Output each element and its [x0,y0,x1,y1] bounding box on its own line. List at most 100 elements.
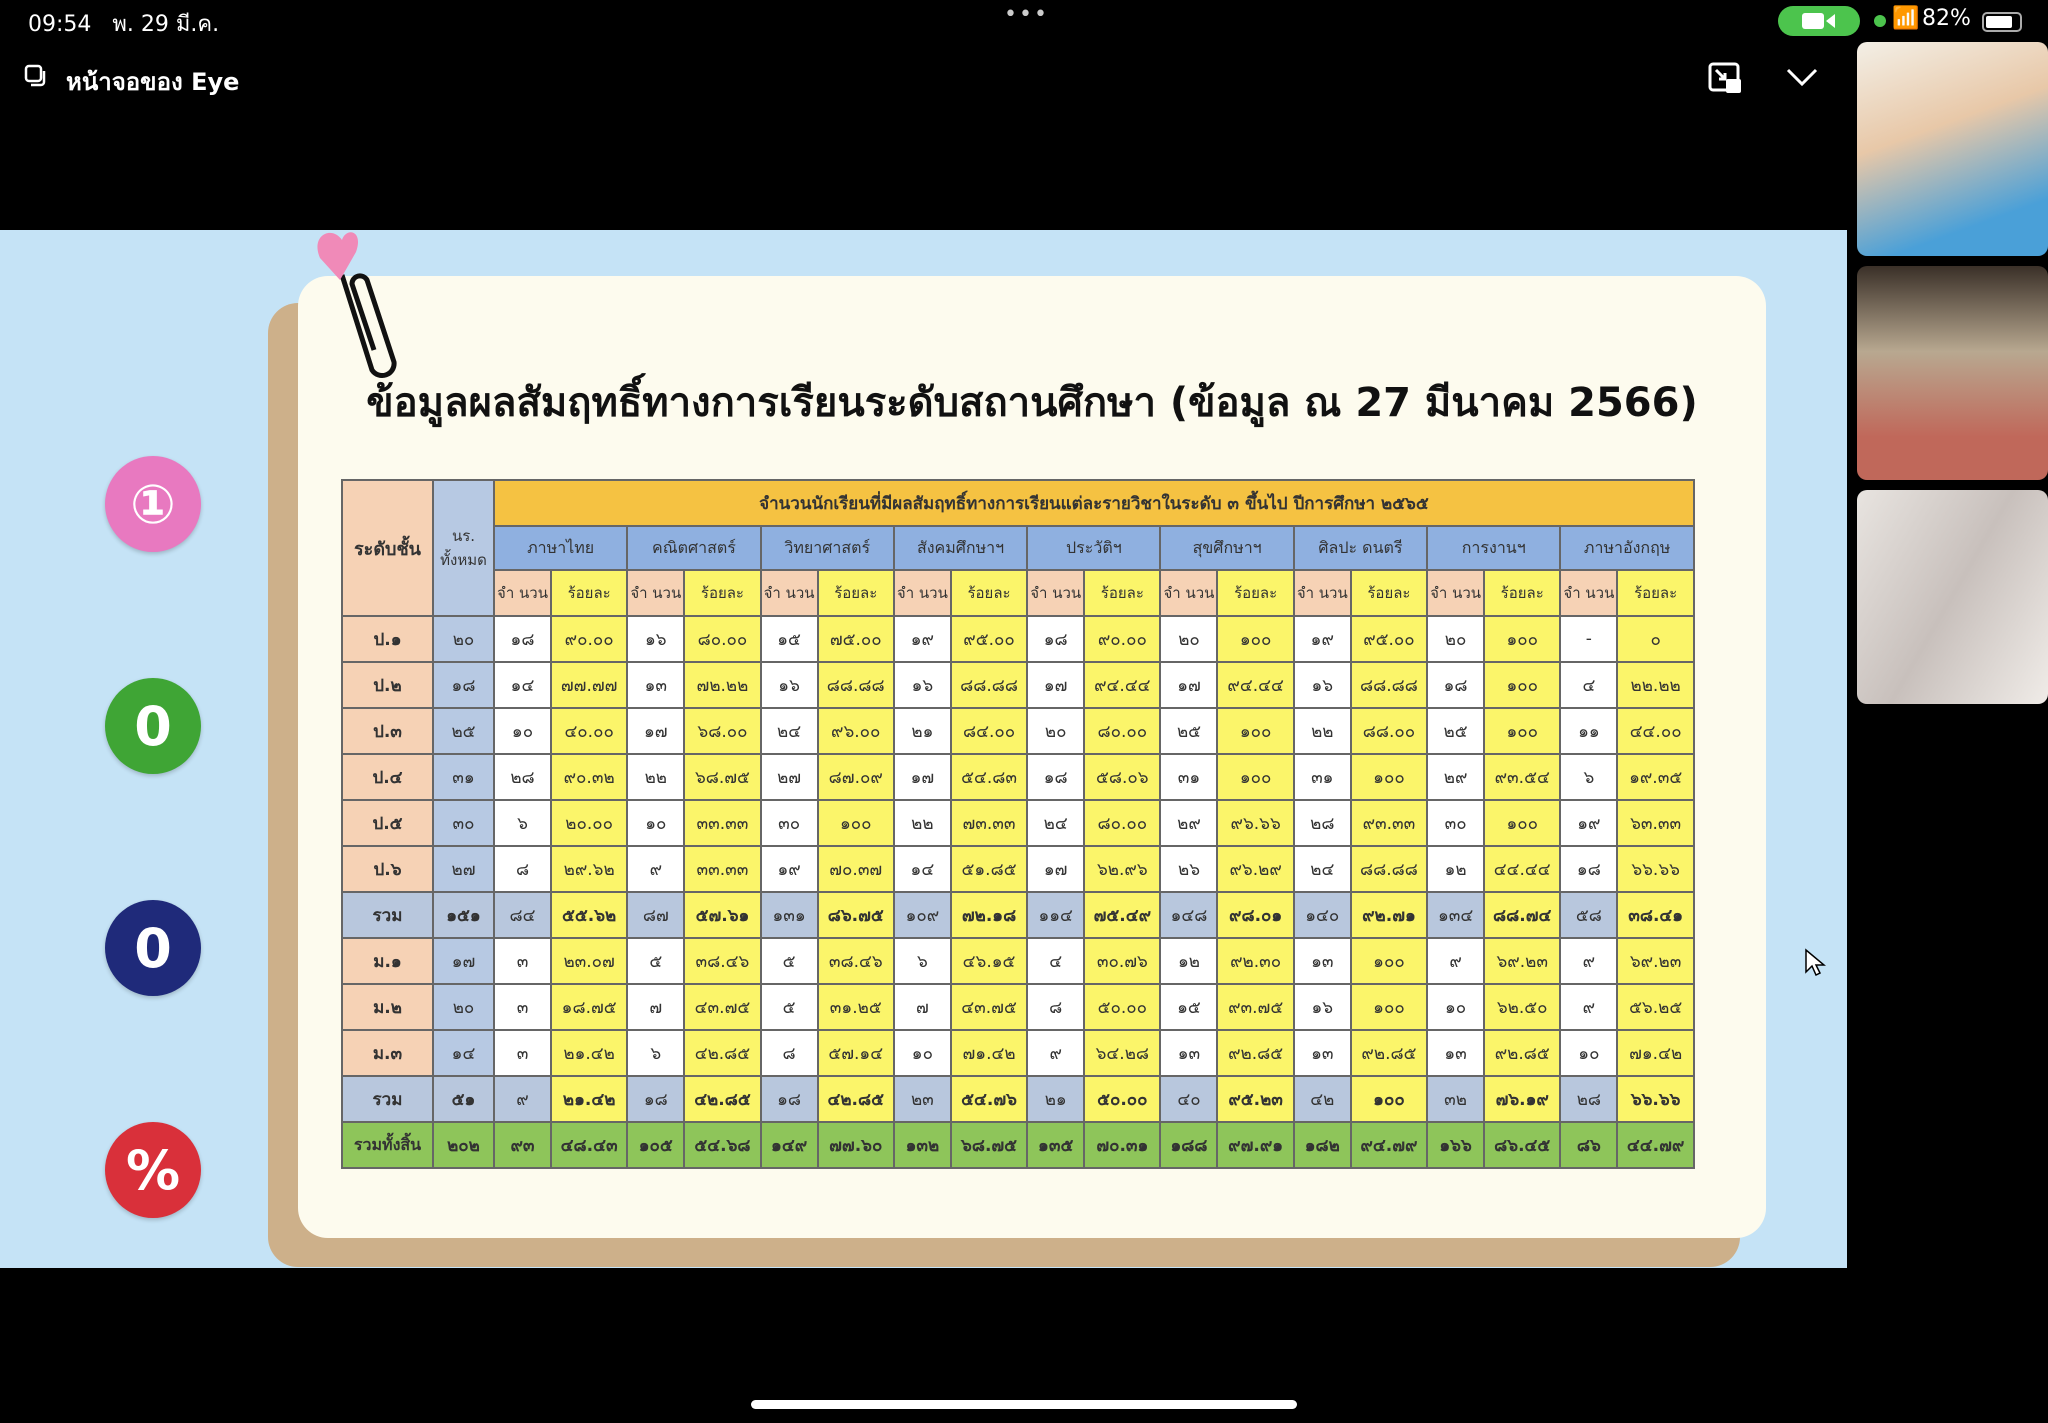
home-indicator[interactable] [751,1400,1297,1409]
header-percent: ร้อยละ [683,569,762,617]
cell-percent: ๖๓.๓๓ [1616,799,1695,847]
header-subject: สุขศึกษาฯ [1159,525,1295,571]
cell-count: ๒๙ [1426,753,1486,801]
cell-percent: ๗๑.๔๒ [1616,1029,1695,1077]
cell-count: ๒๐ [1026,707,1086,755]
cell-count: ๑๘๒ [1292,1121,1352,1169]
badge-zero-green: 0 [105,678,201,774]
cell-count: ๔๐ [1159,1075,1219,1123]
cell-count: ๘๗ [626,891,686,939]
cell-count: ๒๘ [493,753,552,801]
cell-percent: ๙๐.๓๒ [549,753,629,801]
cell-percent: ๙๓.๗๕ [1216,983,1295,1031]
table-row: ป.๕ ๓๐๖๒๐.๐๐ ๑๐ ๓๓.๓๓ ๓๐ ๑๐๐ ๒๒ ๗๓.๓๓ ๒๔ ๘๐.๐๐ ๒๙๙… [341,799,1695,847]
cell-percent: ๘๖.๗๕ [816,891,895,939]
cell-percent: ๙๕.๒๓ [1216,1075,1295,1123]
header-percent: ร้อยละ [1616,569,1695,617]
cell-percent: ๙๒.๓๐ [1216,937,1295,985]
badge-percent: % [105,1122,201,1218]
cell-percent: ๒๐.๐๐ [549,799,629,847]
table-row: รวม ๑๕๑ ๘๔ ๕๕.๖๒ ๘๗ ๕๗.๖๑ ๑๓๑ ๘๖.๗๕ ๑๐๙ ๗๒.๑๘ ๑๑๔๗… [341,891,1695,939]
participant-video-2[interactable] [1857,266,2048,480]
cell-percent: ๔๒.๘๕ [683,1029,762,1077]
cell-total: ๑๔ [432,1029,495,1077]
cell-percent: ๔๒.๘๕ [816,1075,895,1123]
cell-count: ๑๓ [1159,1029,1219,1077]
cell-percent: ๙๘.๐๑ [1216,891,1295,939]
chevron-down-icon[interactable] [1784,62,1820,92]
cell-count: ๕ [759,983,819,1031]
cell-count: ๘ [493,845,552,893]
cell-count: ๑๖ [1292,983,1352,1031]
cell-percent: ๔๔.๗๙ [1616,1121,1695,1169]
cell-percent: ๗๒.๑๘ [949,891,1029,939]
header-count: จำ นวน [1426,569,1486,617]
cell-percent: ๑๐๐ [1349,1075,1429,1123]
cell-count: ๑๔๘ [1159,891,1219,939]
cell-percent: ๒๒.๒๒ [1616,661,1695,709]
cell-count: ๓๐ [759,799,819,847]
cell-percent: ๔๔.๐๐ [1616,707,1695,755]
date: พ. 29 มี.ค. [112,12,220,37]
cell-count: ๓ [493,937,552,985]
cell-count: ๑๒ [1159,937,1219,985]
cell-percent: ๔๓.๗๕ [683,983,762,1031]
mic-indicator-dot [1874,15,1886,27]
cell-count: ๒๒ [626,753,686,801]
cell-count: ๑๗ [1026,661,1086,709]
cell-count: ๓๐ [1426,799,1486,847]
cell-percent: ๕๔.๖๘ [683,1121,762,1169]
cell-percent: ๖๒.๙๖ [1083,845,1162,893]
header-percent: ร้อยละ [1083,569,1162,617]
cell-percent: ๕๐.๐๐ [1083,983,1162,1031]
cell-count: ๑๓๒ [892,1121,952,1169]
cell-percent: ๔๘.๔๓ [549,1121,629,1169]
cell-percent: ๗๓.๓๓ [949,799,1029,847]
screen-share-icon [24,64,46,87]
cell-percent: ๔๔.๔๔ [1483,845,1562,893]
participant-video-1[interactable] [1857,42,2048,256]
header-subject: ศิลปะ ดนตรี [1292,525,1429,571]
row-label: ป.๑ [341,615,434,663]
cell-count: ๘๖ [1559,1121,1619,1169]
cell-percent: ๒๙.๖๒ [549,845,629,893]
row-label: ม.๓ [341,1029,434,1077]
cell-percent: ๕๑.๘๕ [949,845,1029,893]
share-title: หน้าจอของ Eye [66,68,240,96]
cell-percent: ๔๖.๑๕ [949,937,1029,985]
cell-percent: ๗๕.๔๙ [1083,891,1162,939]
cell-percent: ๙๔.๔๔ [1083,661,1162,709]
cell-count: ๑๐ [1559,1029,1619,1077]
cell-percent: ๓๘.๔๖ [683,937,762,985]
cell-count: ๓ [493,1029,552,1077]
cell-count: ๑๘๘ [1159,1121,1219,1169]
cell-percent: ๓๓.๓๓ [683,799,762,847]
multitasking-dots[interactable]: ••• [1004,2,1049,27]
cell-count: ๑๘ [493,615,552,663]
participant-video-3[interactable] [1857,490,2048,704]
cell-percent: ๘๘.๘๘ [816,661,895,709]
badge-label: ① [130,472,176,536]
cell-percent: ๘๘.๗๔ [1483,891,1562,939]
cell-percent: ๑๐๐ [1483,661,1562,709]
cell-count: ๑๐๙ [892,891,952,939]
table-row: ป.๓ ๒๕ ๑๐ ๔๐.๐๐ ๑๗ ๖๘.๐๐ ๒๔ ๙๖.๐๐ ๒๑ ๘๔.๐๐ ๒๐ ๘๐.๐๐… [341,707,1695,755]
status-time-date: 09:54 พ. 29 มี.ค. [28,6,219,41]
camera-in-use-pill[interactable] [1778,6,1860,36]
cell-count: ๒๕ [1159,707,1219,755]
cell-count: ๒๗ [759,753,819,801]
cell-count: ๒๒ [892,799,952,847]
cell-total: ๒๐ [432,615,495,663]
exit-fullscreen-icon[interactable] [1708,62,1742,94]
cell-percent: ๘๘.๘๘ [1349,661,1429,709]
mouse-cursor-icon [1805,948,1826,977]
header-subject: คณิตศาสตร์ [626,525,762,571]
cell-total: ๒๕ [432,707,495,755]
cell-percent: ๘๔.๐๐ [949,707,1029,755]
cell-count: ๑๖ [626,615,686,663]
cell-percent: ๑๐๐ [1483,707,1562,755]
cell-count: ๒๓ [892,1075,952,1123]
cell-percent: ๓๑.๒๕ [816,983,895,1031]
cell-percent: ๑๐๐ [1216,615,1295,663]
cell-percent: ๕๘.๐๖ [1083,753,1162,801]
